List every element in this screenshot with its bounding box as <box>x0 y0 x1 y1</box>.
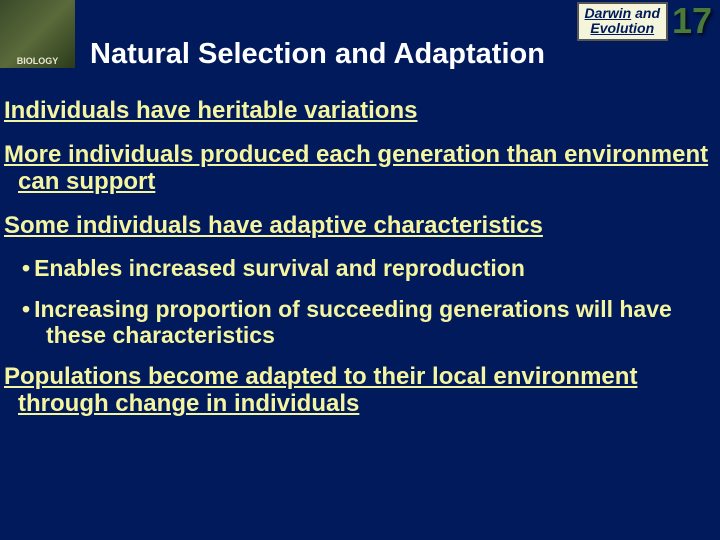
chapter-label-line1: Darwin <box>585 5 632 21</box>
chapter-label-and: and <box>631 5 660 21</box>
slide-title: Natural Selection and Adaptation <box>90 38 545 71</box>
chapter-label: Darwin and Evolution <box>577 2 668 41</box>
sub-bullet-2: Increasing proportion of succeeding gene… <box>22 296 716 349</box>
bullet-point-3: Some individuals have adaptive character… <box>4 212 716 240</box>
textbook-logo: BIOLOGY <box>0 0 75 68</box>
sub-bullet-1: Enables increased survival and reproduct… <box>22 255 716 281</box>
bullet-point-1: Individuals have heritable variations <box>4 97 716 125</box>
bullet-point-4: Populations become adapted to their loca… <box>4 363 716 418</box>
logo-text: BIOLOGY <box>17 56 59 66</box>
chapter-number: 17 <box>672 0 712 42</box>
bullet-point-2: More individuals produced each generatio… <box>4 141 716 196</box>
slide-content: Individuals have heritable variations Mo… <box>0 95 720 540</box>
slide-header: BIOLOGY Darwin and Evolution 17 Natural … <box>0 0 720 90</box>
chapter-label-line2: Evolution <box>590 20 654 36</box>
